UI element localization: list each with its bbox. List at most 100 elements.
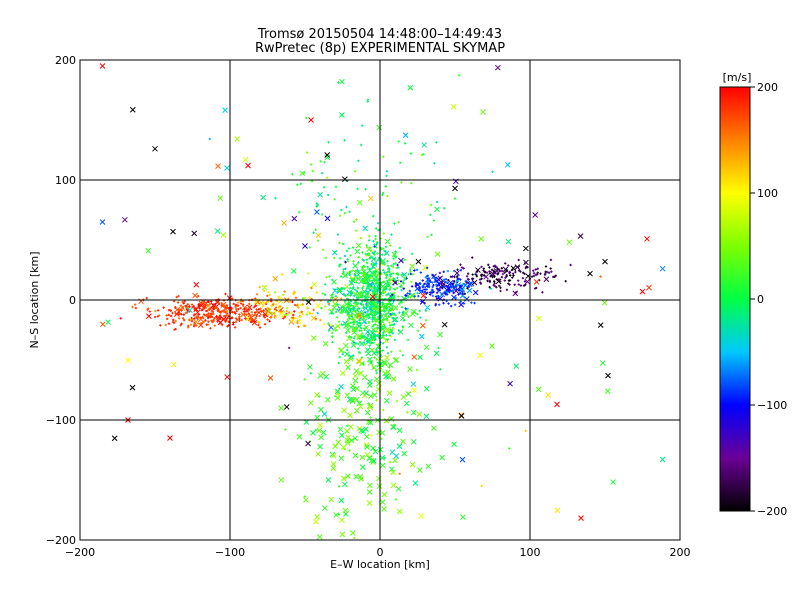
data-point-cross [371, 392, 378, 398]
y-tick-label: −100 [46, 414, 76, 427]
data-point-plus [146, 308, 149, 312]
data-point-cross [152, 145, 158, 152]
data-point-plus [398, 302, 401, 306]
data-point-cross [395, 486, 402, 492]
data-point-plus [364, 277, 367, 280]
data-point-cross [454, 270, 460, 276]
data-point-cross [459, 456, 466, 463]
data-point-cross [644, 235, 650, 242]
data-point-plus [230, 316, 233, 320]
data-point-plus [369, 276, 372, 279]
data-point-plus [119, 317, 122, 320]
data-point-plus [360, 280, 364, 284]
data-point-cross [357, 291, 363, 298]
data-point-plus [564, 280, 567, 283]
data-point-cross [354, 396, 360, 403]
data-point-plus [349, 270, 352, 273]
data-point-plus [286, 313, 289, 317]
data-point-plus [351, 340, 355, 343]
data-point-plus [131, 305, 134, 309]
data-point-plus [331, 293, 334, 296]
data-point-cross [362, 392, 368, 399]
data-point-plus [432, 283, 435, 287]
data-point-plus [377, 295, 380, 298]
y-axis-label: N–S location [km] [28, 251, 41, 348]
data-point-plus [385, 279, 389, 283]
data-point-cross [440, 281, 447, 287]
data-point-cross [315, 302, 321, 309]
x-tick-label: 200 [670, 546, 691, 559]
data-point-plus [382, 291, 385, 295]
data-point-plus [389, 335, 393, 338]
data-point-plus [322, 322, 326, 326]
data-point-plus [422, 153, 425, 156]
data-point-plus [460, 284, 463, 288]
data-point-plus [351, 287, 354, 290]
data-point-plus [465, 275, 469, 278]
data-point-cross [383, 417, 390, 424]
data-point-plus [352, 220, 356, 223]
data-point-cross [335, 439, 342, 446]
data-point-plus [438, 303, 441, 306]
data-point-plus [267, 290, 270, 294]
data-point-plus [323, 293, 327, 296]
data-point-cross [381, 491, 388, 498]
data-point-plus [279, 310, 283, 313]
data-point-plus [322, 186, 326, 189]
data-point-plus [424, 276, 427, 279]
data-point-plus [350, 291, 354, 294]
data-point-plus [361, 294, 365, 297]
data-point-plus [196, 317, 199, 321]
data-point-plus [375, 262, 378, 265]
data-point-plus [273, 308, 277, 311]
data-point-plus [427, 283, 431, 287]
data-point-plus [381, 349, 385, 352]
data-point-plus [505, 288, 509, 292]
data-point-plus [167, 322, 171, 325]
data-point-plus [383, 309, 386, 313]
data-point-cross [364, 409, 371, 416]
data-point-cross [302, 243, 308, 249]
data-point-plus [349, 286, 352, 290]
data-point-plus [316, 203, 320, 207]
data-point-plus [387, 315, 390, 318]
data-point-cross [337, 426, 344, 433]
data-point-cross [278, 477, 285, 483]
data-point-plus [367, 254, 371, 257]
data-point-cross [330, 452, 337, 459]
data-point-plus [438, 288, 442, 292]
data-point-plus [310, 286, 313, 290]
data-point-plus [434, 302, 438, 306]
data-point-plus [370, 288, 373, 291]
data-point-plus [471, 273, 474, 276]
data-point-plus [415, 368, 419, 372]
data-point-plus [255, 310, 259, 314]
data-point-cross [350, 342, 357, 348]
data-point-plus [365, 245, 369, 249]
data-point-plus [263, 285, 267, 288]
data-point-cross [363, 442, 370, 448]
data-point-plus [435, 200, 439, 204]
data-point-cross [434, 206, 440, 213]
data-point-plus [179, 324, 182, 327]
data-point-plus [383, 286, 386, 289]
data-point-cross [510, 265, 517, 272]
data-point-plus [367, 402, 370, 405]
data-point-plus [294, 296, 298, 299]
data-point-plus [374, 282, 378, 286]
data-point-plus [347, 293, 350, 297]
data-point-cross [445, 285, 452, 292]
data-point-plus [409, 152, 413, 155]
data-point-plus [433, 277, 436, 280]
data-point-cross [376, 124, 383, 131]
data-point-plus [524, 429, 527, 433]
data-point-cross [362, 225, 369, 232]
data-point-cross [220, 301, 227, 308]
data-point-cross [167, 435, 173, 441]
data-point-plus [368, 341, 371, 344]
data-point-cross [381, 506, 387, 512]
data-point-cross [173, 311, 180, 317]
data-point-plus [382, 280, 385, 283]
data-point-plus [361, 124, 364, 127]
data-point-plus [190, 316, 193, 320]
